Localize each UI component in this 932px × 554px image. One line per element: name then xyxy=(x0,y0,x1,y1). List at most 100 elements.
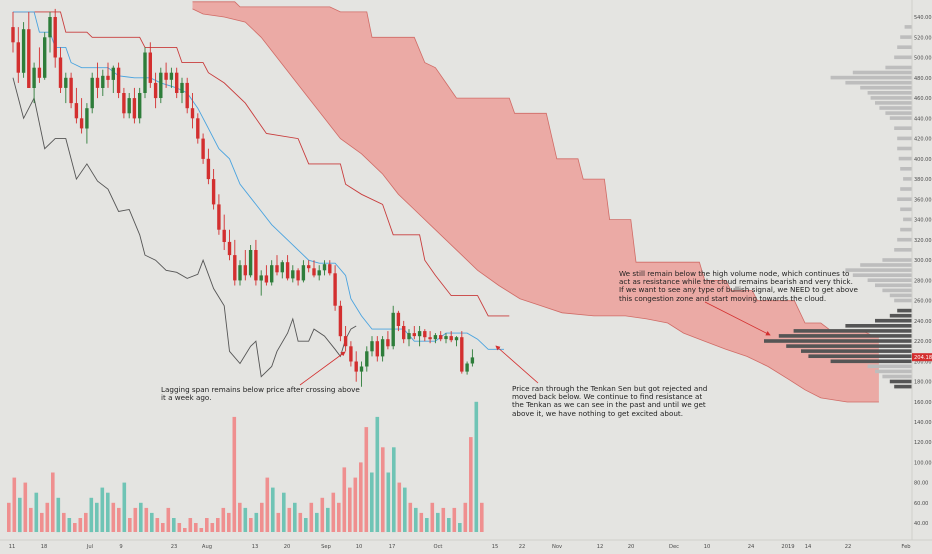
price-tick-label: 460.00 xyxy=(914,96,932,102)
time-tick-label: 17 xyxy=(389,544,396,550)
time-tick-label: Nov xyxy=(552,544,562,550)
volume-bar xyxy=(227,512,231,532)
candle-body xyxy=(243,265,247,276)
volume-bar xyxy=(183,528,187,532)
profile-bar xyxy=(786,344,912,348)
volume-bar xyxy=(276,512,281,532)
candle-body xyxy=(69,77,73,104)
volume-profile xyxy=(764,25,912,389)
candle-body xyxy=(111,67,115,80)
time-tick-label: Feb xyxy=(901,544,911,550)
profile-bar xyxy=(882,288,912,293)
cloud-lower-edge xyxy=(192,8,879,403)
profile-bar xyxy=(860,85,912,90)
volume-bar xyxy=(62,512,66,532)
cloud-area xyxy=(192,1,879,403)
candle-body xyxy=(328,264,332,274)
profile-bar xyxy=(801,349,912,353)
candle-body xyxy=(285,262,290,279)
price-tick-label: 240.00 xyxy=(914,319,932,325)
volume-bar xyxy=(298,512,303,532)
volume-bar xyxy=(205,518,209,532)
candle-body xyxy=(32,67,36,88)
profile-bar xyxy=(793,329,912,333)
profile-bar xyxy=(885,65,912,70)
profile-bar xyxy=(852,70,912,75)
volume-bar xyxy=(12,477,17,532)
price-tick-label: 320.00 xyxy=(914,238,932,244)
volume-bar xyxy=(436,512,440,532)
volume-tick-label: 140.00 xyxy=(914,420,932,426)
volume-bar xyxy=(194,523,198,532)
profile-bar xyxy=(900,227,912,232)
candle-body xyxy=(312,268,316,276)
volume-bar xyxy=(458,523,462,532)
volume-bar xyxy=(293,502,297,532)
candle-body xyxy=(143,52,147,93)
candle-body xyxy=(21,29,26,73)
profile-bar xyxy=(900,35,912,39)
candle-body xyxy=(248,250,253,276)
candle-body xyxy=(159,72,163,98)
candle-body xyxy=(85,108,89,129)
candle-body xyxy=(227,241,232,256)
candle-body xyxy=(211,179,216,205)
profile-bar xyxy=(845,80,912,85)
volume-bar xyxy=(89,497,94,533)
price-tick-label: 440.00 xyxy=(914,116,932,122)
price-tick-label: 420.00 xyxy=(914,137,932,143)
volume-bar xyxy=(348,487,352,532)
candle-body xyxy=(417,331,422,337)
time-tick-label: 13 xyxy=(252,544,259,550)
indicator-lines xyxy=(12,11,510,378)
profile-bar xyxy=(885,111,912,115)
profile-bar xyxy=(882,374,912,379)
candle-body xyxy=(254,250,258,281)
time-tick-label: Oct xyxy=(434,544,443,550)
time-tick-label: Jul xyxy=(86,544,93,550)
candle-body xyxy=(375,341,379,357)
candle-body xyxy=(449,336,453,341)
time-tick-label: Aug xyxy=(202,544,212,550)
candle-body xyxy=(396,312,401,326)
candle-body xyxy=(301,265,306,281)
volume-bar xyxy=(128,518,132,532)
volume-tick-label: 40.00 xyxy=(914,521,928,527)
profile-bar xyxy=(894,126,912,130)
arrow-to-volume-node xyxy=(704,301,771,336)
volume-bar xyxy=(260,502,264,532)
profile-bar xyxy=(808,354,912,358)
annotation-lagging-span: Lagging span remains below price after c… xyxy=(161,385,360,403)
time-axis[interactable]: 11 18 Jul 9 23 Aug 13 20 Sep 10 17 Oct 15 22 Nov 12 20 De… xyxy=(0,539,932,550)
profile-bar xyxy=(882,258,912,262)
candle-body xyxy=(264,275,269,283)
profile-bar xyxy=(889,379,912,384)
price-tick-label: 300.00 xyxy=(914,258,932,264)
candle-body xyxy=(423,331,427,338)
profile-bar xyxy=(889,293,912,298)
annotation-arrows xyxy=(299,301,771,386)
profile-bar xyxy=(900,207,912,212)
profile-bar xyxy=(897,197,912,201)
price-axis[interactable]: 540.00 520.00 500.00 480.00 460.00 440.00 420.… xyxy=(911,0,932,540)
profile-bar xyxy=(852,273,912,277)
volume-bar xyxy=(166,507,171,532)
price-tick-label: 360.00 xyxy=(914,197,932,203)
volume-bar xyxy=(254,512,259,532)
volume-bar xyxy=(326,507,330,532)
price-tick-label: 260.00 xyxy=(914,299,932,305)
candle-body xyxy=(74,103,79,119)
candle-body xyxy=(322,264,327,271)
profile-bar xyxy=(897,136,912,141)
profile-bar xyxy=(875,101,912,105)
profile-bar xyxy=(875,283,912,288)
candle-body xyxy=(222,229,226,242)
profile-bar xyxy=(897,146,912,151)
profile-bar xyxy=(889,313,912,318)
volume-bar xyxy=(414,507,418,532)
profile-bar xyxy=(845,268,912,272)
volume-bar xyxy=(122,482,127,532)
time-tick-label: 20 xyxy=(628,544,635,550)
